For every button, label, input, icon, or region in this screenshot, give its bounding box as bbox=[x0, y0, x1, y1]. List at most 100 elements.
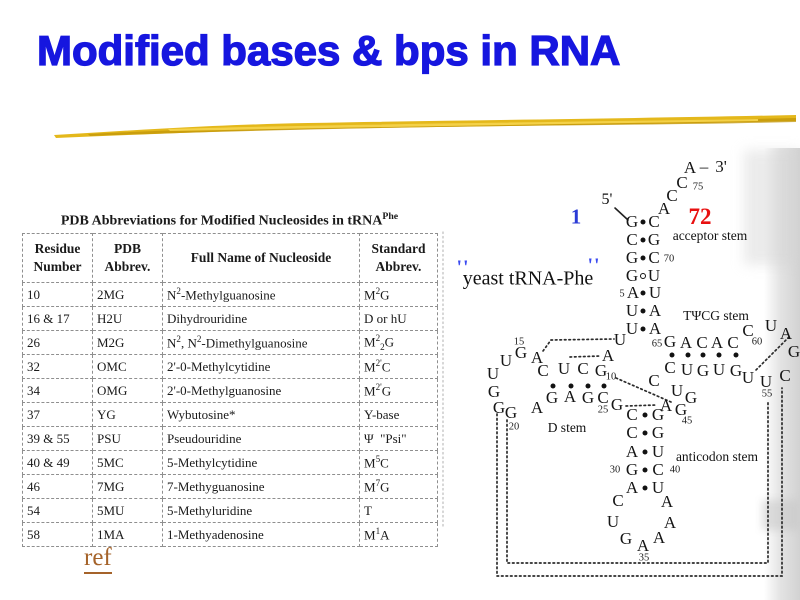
residue-letter: A bbox=[663, 513, 677, 532]
table-cell: Wybutosine* bbox=[162, 402, 360, 427]
position-number: 30 bbox=[609, 464, 621, 476]
residue-letter: C bbox=[648, 371, 660, 390]
residue-letter: A bbox=[648, 319, 662, 338]
residue-letter: A bbox=[779, 324, 793, 343]
residue-letter: U bbox=[741, 368, 755, 387]
five-prime-connector-line bbox=[614, 207, 629, 221]
base-pair-dot bbox=[585, 383, 591, 389]
residue-letter: G bbox=[625, 212, 639, 231]
table-row: 10 2MG N2-Methylguanosine M2G bbox=[22, 282, 438, 307]
residue-letter: G bbox=[684, 388, 698, 407]
scan-gray-patch-top bbox=[744, 150, 800, 265]
base-pair-dot bbox=[568, 383, 574, 389]
table-cell: M7G bbox=[359, 474, 438, 499]
table-cell: 7-Methyguanosine bbox=[162, 474, 360, 499]
close-quote: '' bbox=[587, 254, 601, 277]
tertiary-interaction-dotted-line bbox=[615, 377, 672, 403]
residue-letter: C bbox=[779, 366, 791, 385]
residue-letter: U bbox=[499, 351, 513, 370]
table-cell: M5C bbox=[359, 450, 438, 475]
residue-letter: A bbox=[626, 283, 640, 302]
table-cell: YG bbox=[92, 402, 163, 427]
table-cell: M2'G bbox=[359, 378, 438, 403]
residue-letter: U bbox=[680, 360, 694, 379]
position-number: 45 bbox=[681, 415, 693, 427]
residue-letter: U bbox=[557, 359, 571, 378]
residue-letter: A bbox=[636, 536, 650, 555]
base-pair-dot bbox=[642, 412, 648, 418]
table-body: 10 2MG N2-Methylguanosine M2G 16 & 17 H2U Dihy… bbox=[22, 282, 438, 547]
slide-title: Modified bases & bps in RNA bbox=[36, 27, 621, 74]
base-pair-dot bbox=[640, 255, 646, 261]
table-cell: M1A bbox=[359, 522, 438, 547]
residue-letter: A bbox=[683, 158, 697, 177]
table-cell: T bbox=[359, 498, 438, 523]
base-pair-dot bbox=[685, 352, 691, 358]
residue-letter: A bbox=[648, 301, 662, 320]
table-cell: OMG bbox=[92, 378, 163, 403]
tertiary-interaction-dotted-line bbox=[542, 338, 615, 352]
position-number: 75 bbox=[692, 181, 704, 193]
table-cell: N2-Methylguanosine bbox=[162, 282, 360, 307]
table-cell: Dihydrouridine bbox=[162, 306, 360, 331]
label-residue-1: 1 bbox=[570, 204, 582, 229]
residue-letter: U bbox=[651, 478, 665, 497]
base-pair-dot bbox=[550, 383, 556, 389]
residue-letter: C bbox=[626, 230, 638, 249]
position-number: 70 bbox=[663, 253, 675, 265]
residue-letter: C bbox=[597, 388, 609, 407]
residue-letter: A bbox=[652, 528, 666, 547]
ref-link[interactable]: ref bbox=[84, 544, 112, 574]
table-cell: Ψ "Psi" bbox=[359, 426, 438, 451]
table-cell: 5-Methyluridine bbox=[162, 498, 360, 523]
table-cell: 26 bbox=[22, 330, 93, 355]
table-title: PDB Abbreviations for Modified Nucleosid… bbox=[60, 211, 399, 229]
residue-letter: A bbox=[563, 387, 577, 406]
position-number: 55 bbox=[761, 388, 773, 400]
position-number: 20 bbox=[508, 421, 520, 433]
residue-letter: A bbox=[625, 478, 639, 497]
residue-letter: C bbox=[742, 321, 754, 340]
tertiary-interaction-dotted-line bbox=[506, 400, 769, 564]
residue-letter: U bbox=[764, 316, 778, 335]
position-number: 65 bbox=[651, 338, 663, 350]
base-pair-dot bbox=[669, 352, 675, 358]
residue-letter: G bbox=[729, 361, 743, 380]
table-cell: 16 & 17 bbox=[22, 306, 93, 331]
table-row: 40 & 49 5MC 5-Methylcytidine M5C bbox=[22, 450, 438, 475]
residue-letter: C bbox=[626, 405, 638, 424]
residue-letter: A bbox=[660, 492, 674, 511]
acceptor-stem-label: acceptor stem bbox=[672, 228, 748, 243]
residue-letter: C bbox=[696, 333, 708, 352]
residue-letter: C bbox=[648, 248, 660, 267]
residue-letter: G bbox=[787, 342, 800, 361]
table-row: 16 & 17 H2U Dihydrouridine D or hU bbox=[22, 306, 438, 331]
anticodon-stem-label: anticodon stem bbox=[675, 449, 759, 464]
table-cell: 58 bbox=[22, 522, 93, 547]
table-cell: 1MA bbox=[92, 522, 163, 547]
residue-letter: G bbox=[625, 460, 639, 479]
residue-letter: C bbox=[652, 460, 664, 479]
residue-letter: U bbox=[625, 301, 639, 320]
base-pair-dot bbox=[642, 485, 648, 491]
residue-letter: U bbox=[670, 381, 684, 400]
table-row: 32 OMC 2'-0-Methylcytidine M2'C bbox=[22, 354, 438, 379]
residue-letter: A bbox=[679, 333, 693, 352]
column-header: PDB Abbrev. bbox=[92, 233, 163, 283]
open-quote: '' bbox=[456, 256, 470, 279]
table-cell: 2'-0-Methylguanosine bbox=[162, 378, 360, 403]
table-cell: 7MG bbox=[92, 474, 163, 499]
table-cell: M22G bbox=[359, 330, 438, 355]
table-header-row: Residue Number PDB Abbrev. Full Name of Nu… bbox=[22, 233, 438, 283]
table-cell: 1-Methyadenosine bbox=[162, 522, 360, 547]
position-number: 15 bbox=[513, 336, 525, 348]
position-number: 60 bbox=[751, 336, 763, 348]
nucleosides-table: Residue Number PDB Abbrev. Full Name of Nu… bbox=[22, 233, 438, 547]
residue-letter: C bbox=[626, 423, 638, 442]
residue-letter: A bbox=[710, 333, 724, 352]
residue-letter: G bbox=[619, 529, 633, 548]
residue-letter: C bbox=[577, 359, 589, 378]
residue-letter: A bbox=[625, 442, 639, 461]
